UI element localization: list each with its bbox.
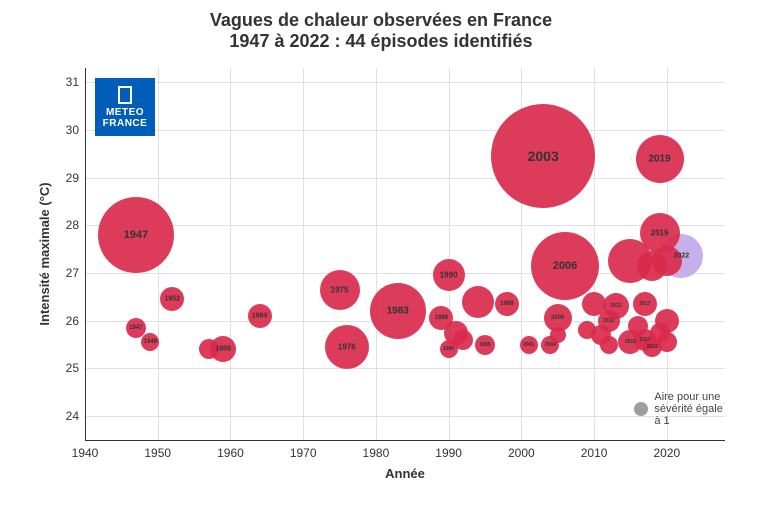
x-axis-label: Année [385,466,425,481]
bubble [633,292,657,316]
bubble [370,283,426,339]
grid-line [85,82,725,83]
heatwave-bubble-chart: Vagues de chaleur observées en France 19… [0,0,762,508]
bubble [636,135,684,183]
x-tick-label: 2010 [581,446,608,460]
chart-title-line-1: Vagues de chaleur observées en France [0,10,762,31]
bubble [440,340,458,358]
logo-icon [118,86,132,104]
grid-line [85,368,725,369]
bubble [491,104,595,208]
bubble [578,321,596,339]
x-tick-label: 1960 [217,446,244,460]
grid-line [449,68,450,440]
bubble [462,286,494,318]
bubble [126,318,146,338]
grid-line [85,178,725,179]
bubble [248,304,272,328]
x-tick-label: 1980 [363,446,390,460]
plot-area: 2425262728293031194019501960197019801990… [85,68,725,440]
chart-title-line-2: 1947 à 2022 : 44 épisodes identifiés [0,31,762,52]
meteo-france-logo: METEO FRANCE [95,78,155,136]
y-tick-label: 24 [57,409,79,423]
x-tick-label: 1950 [144,446,171,460]
bubble [550,327,566,343]
logo-line-1: METEO [106,107,144,118]
x-tick-label: 2020 [653,446,680,460]
y-tick-label: 29 [57,171,79,185]
bubble [520,336,538,354]
grid-line [376,68,377,440]
y-tick-label: 31 [57,75,79,89]
legend-marker [634,402,648,416]
y-axis-label: Intensité maximale (°C) [37,182,52,325]
bubble [433,259,465,291]
chart-title: Vagues de chaleur observées en France 19… [0,10,762,52]
bubble [98,197,174,273]
y-tick-label: 25 [57,361,79,375]
x-tick-label: 2000 [508,446,535,460]
grid-line [85,416,725,417]
y-tick-label: 30 [57,123,79,137]
y-tick-label: 28 [57,218,79,232]
logo-line-2: FRANCE [103,118,148,129]
x-tick-label: 1990 [435,446,462,460]
bubble [199,339,219,359]
grid-line [85,130,725,131]
y-axis-line [85,68,86,440]
x-tick-label: 1970 [290,446,317,460]
bubble [652,246,682,276]
grid-line [230,68,231,440]
bubble [531,232,599,300]
bubble [495,292,519,316]
y-tick-label: 27 [57,266,79,280]
x-tick-label: 1940 [72,446,99,460]
grid-line [303,68,304,440]
bubble [325,325,369,369]
grid-line [85,225,725,226]
y-tick-label: 26 [57,314,79,328]
bubble [160,287,184,311]
bubble [320,270,360,310]
bubble [657,332,677,352]
x-axis-line [85,440,725,441]
legend-text: Aire pour une sévérité égale à 1 [654,391,725,427]
bubble [475,335,495,355]
bubble [600,336,618,354]
bubble [141,333,159,351]
bubble [628,316,648,336]
